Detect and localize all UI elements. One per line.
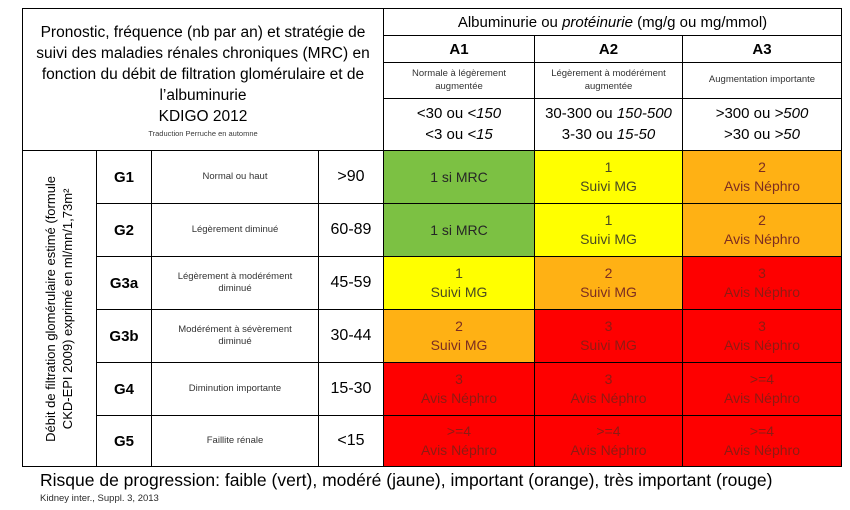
risk-cell-g5-a1: >=4 Avis Néphro — [384, 416, 534, 466]
risk-cell-g4-a1: 3 Avis Néphro — [384, 363, 534, 415]
risk-cell-g1-a2: 1 Suivi MG — [535, 151, 682, 203]
column-header-a2: A2 — [535, 36, 682, 62]
row-header-g4: G4 — [97, 363, 151, 415]
risk-cell-g3a-a1: 1 Suivi MG — [384, 257, 534, 309]
risk-cell-g1-a1: 1 si MRC — [384, 151, 534, 203]
risk-cell-g3b-a1: 2 Suivi MG — [384, 310, 534, 362]
risk-cell-g2-a2: 1 Suivi MG — [535, 204, 682, 256]
risk-cell-g3b-a2: 3 Suivi MG — [535, 310, 682, 362]
table-title-box: Pronostic, fréquence (nb par an) et stra… — [23, 9, 383, 150]
row-range-g5: <15 — [319, 416, 383, 466]
column-range-a1: <30 ou <150 <3 ou <15 — [384, 99, 534, 150]
column-header-a1: A1 — [384, 36, 534, 62]
risk-cell-g4-a2: 3 Avis Néphro — [535, 363, 682, 415]
risk-cell-g1-a3: 2 Avis Néphro — [683, 151, 841, 203]
kdigo-table: Pronostic, fréquence (nb par an) et stra… — [22, 8, 842, 467]
row-desc-g4: Diminution importante — [152, 363, 318, 415]
row-header-g3b: G3b — [97, 310, 151, 362]
row-desc-g2: Légèrement diminué — [152, 204, 318, 256]
risk-legend: Risque de progression: faible (vert), mo… — [40, 470, 773, 490]
gfr-axis-label-text: Débit de filtration glomérulaire estimé … — [42, 175, 75, 442]
row-header-g3a: G3a — [97, 257, 151, 309]
risk-cell-g5-a2: >=4 Avis Néphro — [535, 416, 682, 466]
row-header-g5: G5 — [97, 416, 151, 466]
row-range-g3b: 30-44 — [319, 310, 383, 362]
risk-cell-g2-a3: 2 Avis Néphro — [683, 204, 841, 256]
risk-cell-g2-a1: 1 si MRC — [384, 204, 534, 256]
albuminuria-header-text: Albuminurie ou protéinurie (mg/g ou mg/m… — [457, 13, 768, 31]
row-range-g2: 60-89 — [319, 204, 383, 256]
source-citation: Kidney inter., Suppl. 3, 2013 — [40, 493, 159, 504]
row-header-g2: G2 — [97, 204, 151, 256]
risk-cell-g3a-a3: 3 Avis Néphro — [683, 257, 841, 309]
row-range-g3a: 45-59 — [319, 257, 383, 309]
column-desc-a1: Normale à légèrement augmentée — [384, 63, 534, 98]
column-range-a3: >300 ou >500 >30 ou >50 — [683, 99, 841, 150]
row-desc-g3b: Modérément à sévèrement diminué — [152, 310, 318, 362]
risk-cell-g3b-a3: 3 Avis Néphro — [683, 310, 841, 362]
albuminuria-header: Albuminurie ou protéinurie (mg/g ou mg/m… — [384, 9, 841, 35]
column-range-a2: 30-300 ou 150-500 3-30 ou 15-50 — [535, 99, 682, 150]
column-desc-a3: Augmentation importante — [683, 63, 841, 98]
gfr-axis-label: Débit de filtration glomérulaire estimé … — [23, 151, 96, 466]
row-desc-g5: Faillite rénale — [152, 416, 318, 466]
row-header-g1: G1 — [97, 151, 151, 203]
table-title: Pronostic, fréquence (nb par an) et stra… — [36, 23, 370, 104]
row-desc-g1: Normal ou haut — [152, 151, 318, 203]
translation-credit: Traduction Perruche en automne — [148, 128, 258, 138]
risk-cell-g3a-a2: 2 Suivi MG — [535, 257, 682, 309]
column-desc-a2: Légèrement à modérément augmentée — [535, 63, 682, 98]
row-desc-g3a: Légèrement à modérément diminué — [152, 257, 318, 309]
row-range-g1: >90 — [319, 151, 383, 203]
risk-cell-g4-a3: >=4 Avis Néphro — [683, 363, 841, 415]
risk-cell-g5-a3: >=4 Avis Néphro — [683, 416, 841, 466]
kdigo-standard-label: KDIGO 2012 — [158, 107, 248, 125]
row-range-g4: 15-30 — [319, 363, 383, 415]
column-header-a3: A3 — [683, 36, 841, 62]
